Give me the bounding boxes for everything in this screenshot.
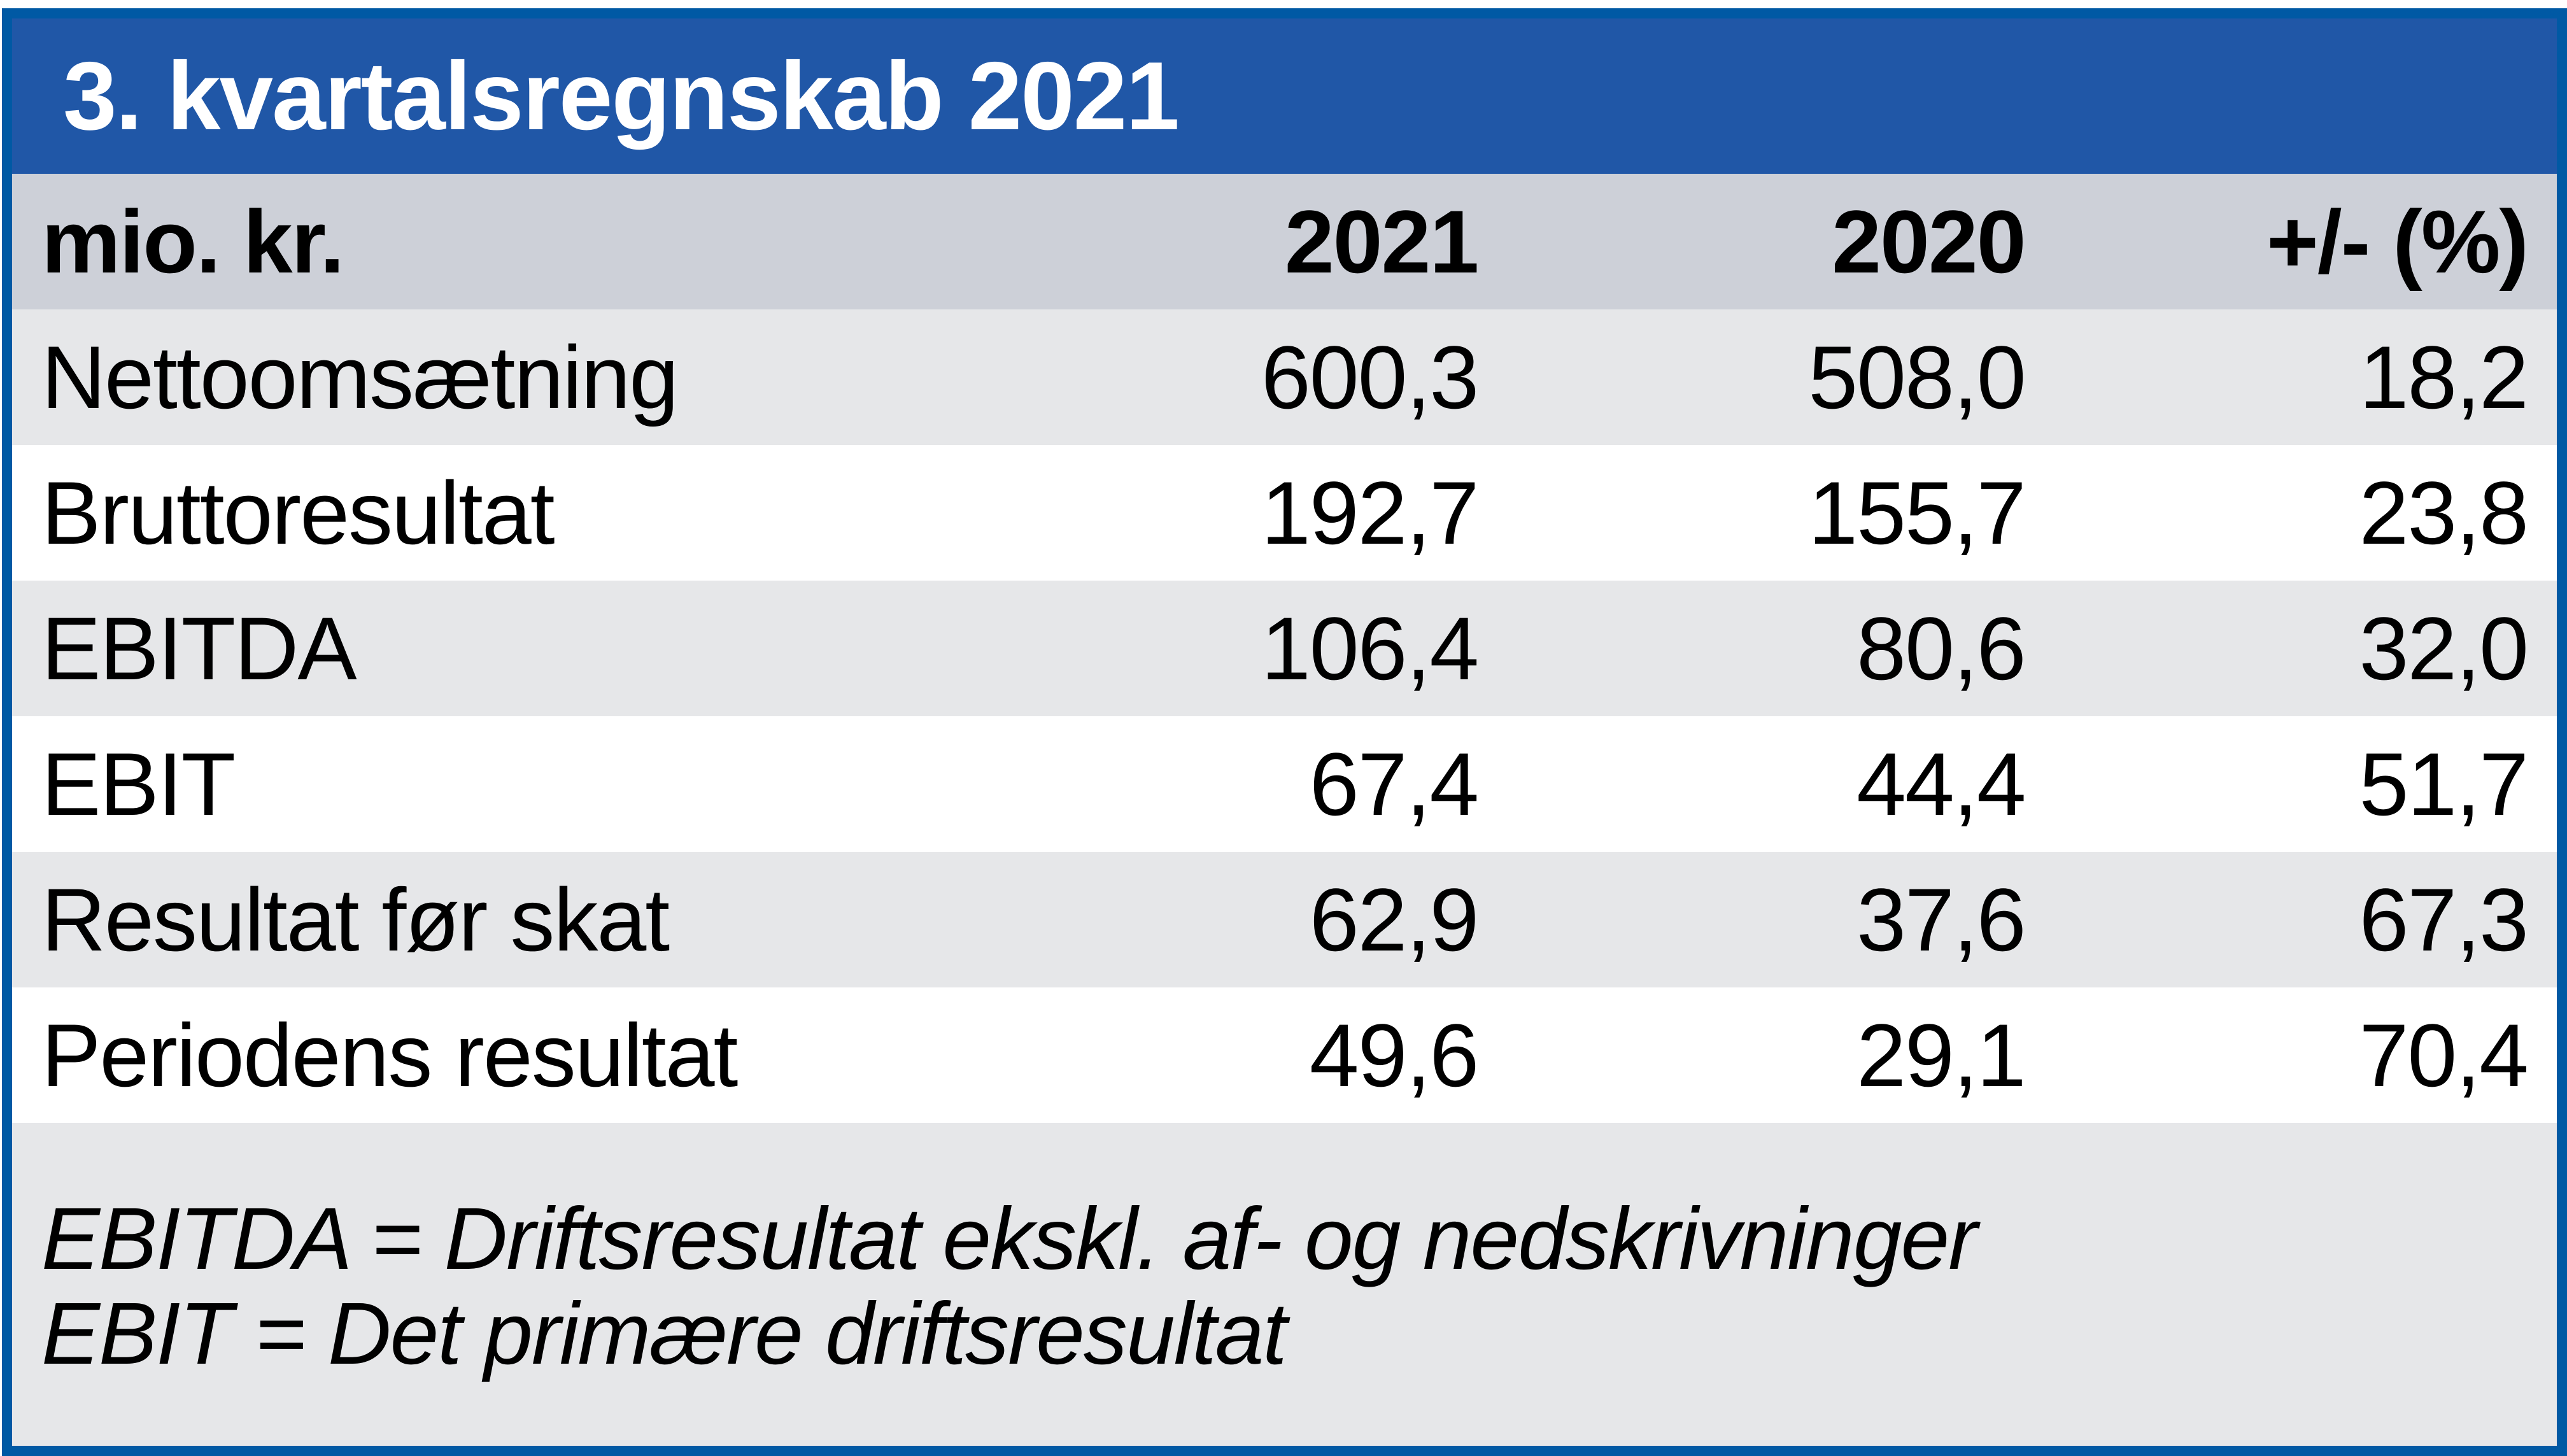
value-2020: 44,4: [1856, 733, 2026, 834]
footnotes: EBITDA = Driftsresultat ekskl. af- og ne…: [12, 1123, 2557, 1446]
table-row: Bruttoresultat 192,7 155,7 23,8: [12, 445, 2557, 581]
value-2020: 155,7: [1808, 462, 2026, 563]
row-label: Resultat før skat: [41, 869, 670, 970]
table-row: Resultat før skat 62,9 37,6 67,3: [12, 852, 2557, 987]
table-row: EBIT 67,4 44,4 51,7: [12, 716, 2557, 852]
table-row: Nettoomsætning 600,3 508,0 18,2: [12, 309, 2557, 445]
row-label: EBITDA: [41, 598, 357, 698]
value-change: 18,2: [2359, 327, 2529, 427]
value-2021: 62,9: [1309, 869, 1479, 970]
value-2020: 80,6: [1856, 598, 2026, 698]
value-2020: 37,6: [1856, 869, 2026, 970]
value-change: 51,7: [2359, 733, 2529, 834]
table-row: Periodens resultat 49,6 29,1 70,4: [12, 987, 2557, 1123]
page-title: 3. kvartalsregnskab 2021: [63, 41, 1180, 150]
title-bar: 3. kvartalsregnskab 2021: [12, 18, 2557, 174]
value-change: 67,3: [2359, 869, 2529, 970]
footnote-ebitda: EBITDA = Driftsresultat ekskl. af- og ne…: [41, 1190, 1977, 1288]
column-header-change: +/- (%): [2266, 191, 2529, 292]
row-label: Bruttoresultat: [41, 462, 555, 563]
table-header-row: mio. kr. 2021 2020 +/- (%): [12, 174, 2557, 309]
row-label: Periodens resultat: [41, 1005, 738, 1105]
row-label: Nettoomsætning: [41, 327, 679, 427]
value-change: 32,0: [2359, 598, 2529, 698]
value-change: 70,4: [2359, 1005, 2529, 1105]
value-2021: 192,7: [1261, 462, 1479, 563]
table-row: EBITDA 106,4 80,6 32,0: [12, 581, 2557, 716]
footnote-ebit: EBIT = Det primære driftsresultat: [41, 1285, 1287, 1383]
value-change: 23,8: [2359, 462, 2529, 563]
value-2020: 508,0: [1808, 327, 2026, 427]
quarterly-results-table: mio. kr. 2021 2020 +/- (%) Nettoomsætnin…: [12, 174, 2557, 1123]
column-header-2020: 2020: [1832, 191, 2026, 292]
row-label: EBIT: [41, 733, 236, 834]
column-header-unit: mio. kr.: [41, 191, 344, 292]
value-2021: 49,6: [1309, 1005, 1479, 1105]
value-2021: 600,3: [1261, 327, 1479, 427]
column-header-2021: 2021: [1284, 191, 1479, 292]
value-2021: 67,4: [1309, 733, 1479, 834]
value-2020: 29,1: [1856, 1005, 2026, 1105]
value-2021: 106,4: [1261, 598, 1479, 698]
report-card: 3. kvartalsregnskab 2021 mio. kr. 2021 2…: [2, 8, 2567, 1456]
